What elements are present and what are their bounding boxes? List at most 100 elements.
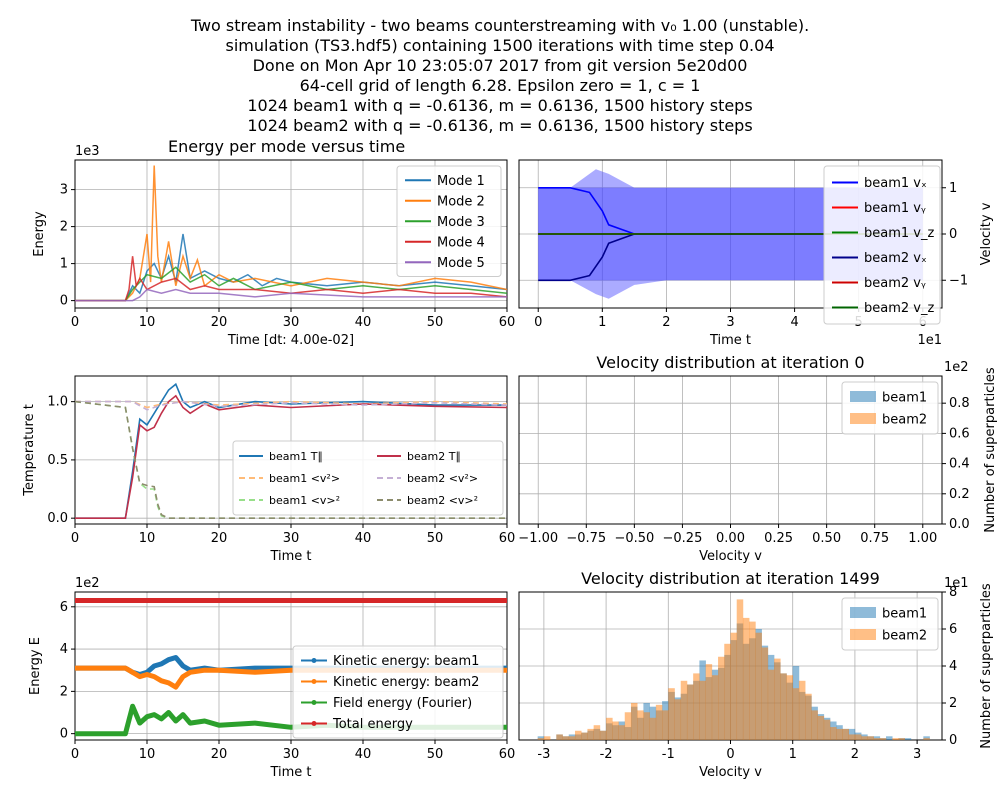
- histogram-bar: [842, 728, 849, 740]
- legend-label: beam2: [882, 629, 927, 644]
- histogram-bar: [643, 712, 650, 740]
- x-tick-label: 0.75: [860, 531, 889, 546]
- title-line-4: 64-cell grid of length 6.28. Epsilon zer…: [299, 76, 701, 95]
- legend-label: Mode 2: [437, 194, 485, 209]
- legend-label: beam2: [882, 413, 927, 428]
- legend-swatch: [850, 607, 876, 618]
- chart-title: Energy per mode versus time: [168, 137, 405, 156]
- legend-label: beam2 T∥: [407, 450, 461, 463]
- legend-frame: [232, 440, 504, 516]
- histogram-bar: [755, 632, 762, 740]
- legend-label: beam1 T∥: [269, 450, 323, 463]
- series-group: [74, 382, 508, 520]
- legend-label: beam2 vₓ: [864, 251, 927, 266]
- y-tick-label: 4: [949, 659, 957, 674]
- y-tick-label: 0: [60, 727, 68, 742]
- legend-swatch: [850, 413, 876, 424]
- x-tick-label: 40: [355, 315, 372, 330]
- series-line: [75, 400, 508, 411]
- x-axis-label: Time t: [709, 333, 751, 348]
- histogram-bar: [618, 725, 626, 740]
- legend-marker: [311, 700, 317, 705]
- histogram-bar: [817, 715, 825, 740]
- legend-label: beam1 vᵧ: [864, 201, 926, 216]
- histogram-bar: [873, 738, 881, 740]
- x-tick-label: 50: [427, 315, 444, 330]
- x-axis-label: Velocity v: [699, 765, 762, 780]
- y-tick-label: −1: [949, 273, 968, 288]
- series-group: [75, 165, 507, 302]
- histogram-bar: [786, 675, 794, 740]
- x-tick-label: 0.25: [764, 531, 793, 546]
- y-tick-label: 0.8: [949, 396, 970, 411]
- legend-label: beam1: [882, 607, 927, 622]
- legend-frame: [396, 165, 502, 277]
- x-tick-label: 0.00: [716, 531, 745, 546]
- y-tick-label: 6: [949, 622, 957, 637]
- histogram-bar: [730, 632, 738, 740]
- histogram-bar: [562, 736, 570, 740]
- title-line-3: Done on Mon Apr 10 23:05:07 2017 from gi…: [252, 56, 748, 75]
- x-tick-label: 1: [598, 315, 606, 330]
- title-line-5: 1024 beam1 with q = -0.6136, m = 0.6136,…: [247, 96, 753, 115]
- x-axis-label: Velocity v: [699, 549, 762, 564]
- histogram-bar: [792, 688, 800, 740]
- series-line: [75, 256, 507, 302]
- x-tick-label: 10: [139, 747, 156, 762]
- legend-label: Kinetic energy: beam2: [333, 675, 479, 690]
- x-tick-label: 0: [71, 531, 79, 546]
- histogram-bar: [593, 725, 601, 740]
- legend: beam1 beam2: [841, 597, 939, 651]
- chart-title: Velocity distribution at iteration 0: [596, 353, 864, 372]
- histogram-bar: [630, 703, 638, 740]
- y-multiplier: 1e1: [944, 576, 969, 591]
- legend-label: Mode 1: [437, 174, 485, 189]
- y-tick-label: 0.0: [47, 511, 68, 526]
- y-axis-label: Energy: [32, 211, 47, 257]
- histogram-bar: [606, 717, 613, 740]
- y-tick-label: 2: [949, 696, 957, 711]
- histogram-bar: [537, 738, 545, 740]
- y-tick-label: 0.6: [949, 426, 970, 441]
- y-tick-label: 1: [949, 181, 957, 196]
- x-axis-label: Time t: [269, 765, 311, 780]
- x-tick-label: 10: [139, 531, 156, 546]
- series-line: [75, 400, 508, 409]
- histogram-bar: [718, 656, 725, 740]
- histogram-bar: [879, 738, 887, 740]
- histogram-bar: [686, 684, 694, 740]
- y-tick-label: 8: [949, 585, 957, 600]
- y-tick-label: 1.0: [47, 395, 68, 410]
- title-line-6: 1024 beam2 with q = -0.6136, m = 0.6136,…: [247, 116, 753, 135]
- legend-label: Kinetic energy: beam1: [333, 654, 479, 669]
- y-tick-label: 2: [60, 684, 68, 699]
- x-tick-label: 1.00: [908, 531, 937, 546]
- series-line: [75, 288, 507, 302]
- histogram-bar: [599, 730, 607, 740]
- y-tick-label: 0: [60, 294, 68, 309]
- histogram-bar: [811, 710, 818, 740]
- x-tick-label: 30: [283, 747, 300, 762]
- x-tick-label: -2: [600, 747, 613, 762]
- histogram-bar: [761, 647, 769, 740]
- histogram-bar: [662, 710, 669, 740]
- chart-title: Velocity distribution at iteration 1499: [581, 569, 880, 588]
- histogram-bar: [711, 675, 719, 740]
- legend-label: beam2 v_z: [864, 301, 934, 316]
- histogram-bar: [749, 621, 756, 740]
- legend: beam1 beam2: [841, 381, 939, 435]
- histogram-bar: [861, 736, 868, 740]
- histogram-bar: [904, 738, 912, 740]
- y-tick-label: 0: [949, 227, 957, 242]
- x-tick-label: 2: [662, 315, 670, 330]
- histogram-bar: [854, 734, 862, 740]
- legend-label: beam2 <v²>: [407, 472, 478, 485]
- histogram-bar: [624, 712, 632, 740]
- series-line: [75, 165, 507, 302]
- axes-hist0: −1.00 −0.75 −0.50 −0.25 0.00 0.25 0.50 0.75 1.00…: [518, 353, 998, 564]
- y-tick-label: 3: [60, 183, 68, 198]
- histogram-bar: [655, 704, 663, 740]
- x-tick-label: 10: [139, 315, 156, 330]
- histogram-bar: [724, 643, 731, 740]
